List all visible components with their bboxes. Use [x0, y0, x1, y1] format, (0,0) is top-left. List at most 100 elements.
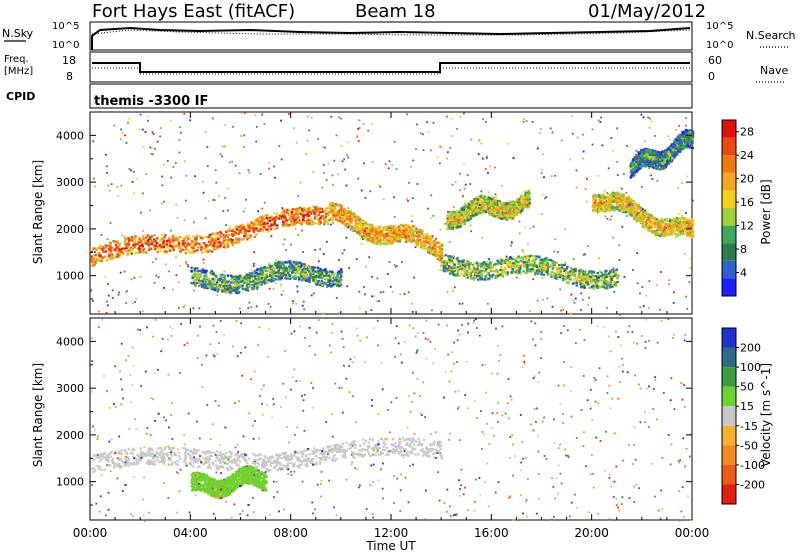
scatter-cell — [562, 279, 565, 282]
scatter-cell — [494, 215, 497, 218]
scatter-cell — [602, 273, 605, 276]
scatter-cell — [102, 256, 105, 259]
scatter-cell — [363, 237, 366, 240]
scatter-cell — [422, 242, 425, 245]
scatter-cell — [503, 259, 506, 262]
scatter-cell — [284, 261, 287, 264]
scatter-cell — [190, 243, 193, 246]
scatter-cell — [492, 199, 496, 202]
nsky-tick-low: 10^0 — [52, 40, 79, 51]
scatter-cell — [637, 203, 640, 207]
scatter-cell — [90, 258, 93, 261]
scatter-cell — [204, 235, 207, 238]
scatter-cell — [280, 274, 283, 278]
scatter-cell — [493, 213, 497, 216]
scatter-cell — [610, 269, 614, 272]
scatter-cell — [572, 282, 576, 285]
scatter-cell — [518, 200, 521, 203]
scatter-cell — [425, 236, 428, 239]
scatter-cell — [199, 244, 202, 247]
scatter-cell — [374, 229, 377, 232]
scatter-cell — [203, 269, 206, 272]
scatter-cell — [343, 220, 346, 223]
scatter-cell — [323, 274, 326, 278]
scatter-cell — [171, 234, 175, 238]
scatter-cell — [264, 279, 267, 282]
scatter-cell — [180, 236, 183, 239]
scatter-cell — [582, 284, 586, 287]
scatter-cell — [308, 277, 311, 280]
scatter-cell — [223, 277, 226, 280]
scatter-cell — [604, 282, 608, 285]
scatter-cell — [558, 273, 562, 276]
scatter-cell — [481, 196, 485, 199]
cpid-label: CPID — [6, 90, 35, 103]
scatter-cell — [271, 218, 275, 221]
scatter-cell — [559, 276, 562, 279]
scatter-cell — [501, 261, 505, 264]
scatter-cell — [109, 248, 113, 251]
scatter-cell — [590, 278, 594, 281]
scatter-cell — [419, 241, 422, 244]
scatter-cell — [331, 280, 335, 283]
scatter-cell — [273, 212, 276, 215]
scatter-cell — [413, 225, 416, 228]
scatter-cell — [251, 283, 254, 287]
scatter-cell — [547, 263, 550, 267]
scatter-cell — [503, 213, 506, 216]
scatter-cell — [103, 247, 106, 250]
scatter-cell — [183, 248, 186, 251]
scatter-cell — [519, 271, 523, 274]
scatter-cell — [408, 226, 411, 229]
scatter-cell — [110, 257, 113, 261]
scatter-cell — [163, 250, 166, 253]
scatter-cell — [456, 216, 460, 219]
scatter-cell — [493, 209, 496, 212]
scatter-cell — [611, 285, 614, 288]
scatter-cell — [256, 229, 259, 232]
scatter-cell — [366, 229, 369, 232]
scatter-cell — [518, 211, 521, 214]
scatter-cell — [679, 226, 683, 229]
scatter-cell — [408, 237, 412, 240]
scatter-cell — [274, 278, 277, 281]
scatter-cell — [207, 281, 211, 284]
scatter-cell — [501, 203, 504, 206]
scatter-cell — [235, 282, 238, 285]
scatter-cell — [404, 240, 408, 243]
scatter-cell — [632, 204, 635, 207]
scatter-cell — [265, 214, 269, 217]
scatter-cell — [327, 214, 330, 217]
scatter-cell — [520, 194, 523, 197]
scatter-cell — [545, 264, 548, 267]
scatter-cell — [478, 278, 481, 281]
scatter-cell — [352, 212, 355, 215]
scatter-cell — [463, 265, 467, 268]
scatter-cell — [331, 208, 334, 211]
scatter-cell — [185, 240, 188, 243]
scatter-cell — [485, 278, 488, 281]
scatter-cell — [193, 271, 197, 274]
scatter-cell — [563, 263, 567, 266]
scatter-cell — [264, 277, 267, 280]
scatter-cell — [508, 257, 511, 260]
scatter-cell — [349, 217, 352, 220]
scatter-cell — [543, 263, 546, 266]
scatter-cell — [283, 268, 287, 271]
scatter-cell — [296, 272, 299, 275]
scatter-cell — [233, 286, 237, 289]
scatter-cell — [394, 234, 397, 237]
scatter-cell — [276, 271, 279, 274]
scatter-cell — [349, 214, 353, 217]
scatter-cell — [567, 282, 570, 285]
scatter-cell — [99, 257, 102, 260]
scatter-cell — [428, 245, 431, 248]
scatter-cell — [308, 278, 311, 282]
scatter-cell — [280, 213, 283, 216]
scatter-cell — [338, 208, 341, 212]
scatter-cell — [195, 236, 198, 239]
scatter-cell — [415, 242, 419, 245]
scatter-cell — [363, 223, 367, 226]
scatter-cell — [457, 215, 461, 218]
scatter-cell — [281, 267, 284, 270]
